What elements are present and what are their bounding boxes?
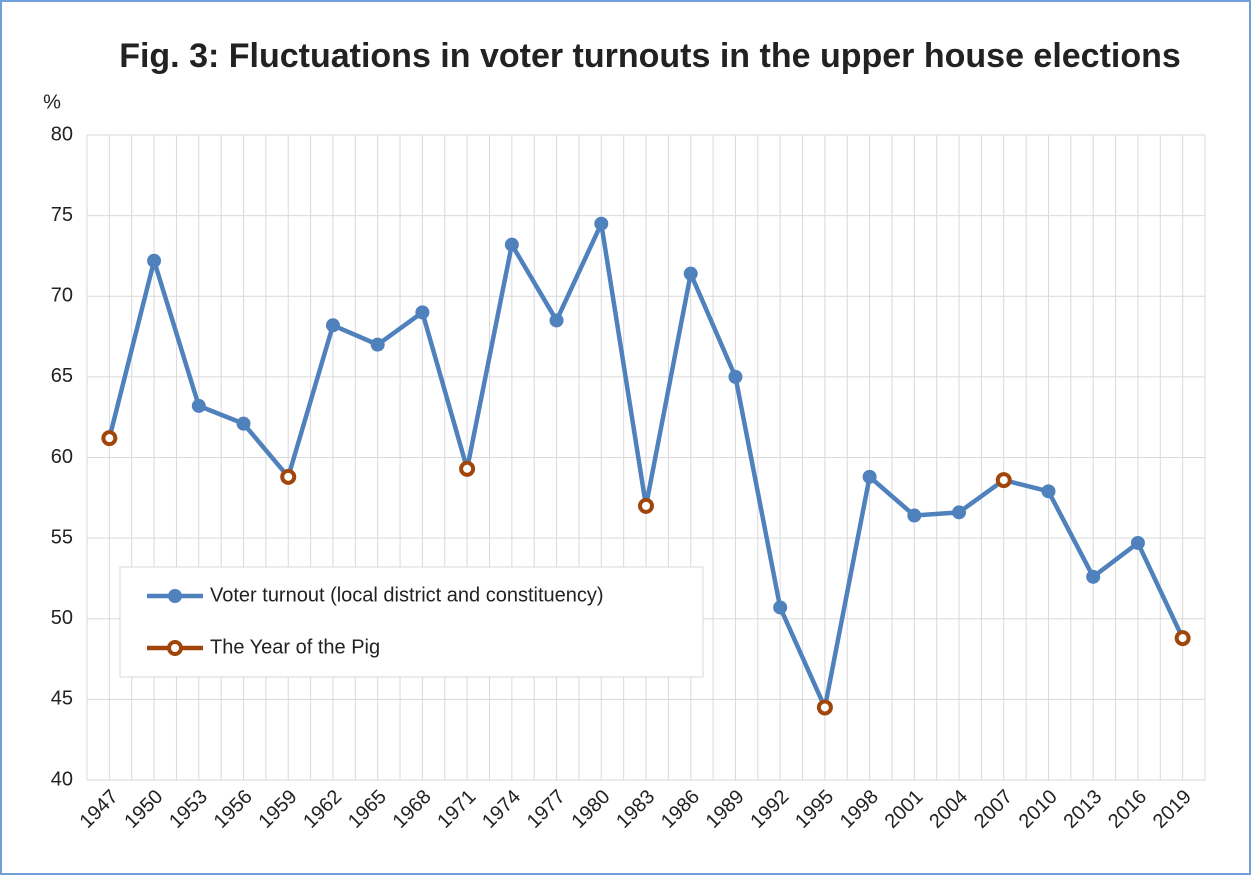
point bbox=[728, 369, 743, 384]
point bbox=[325, 318, 340, 333]
y-tick-label: 60 bbox=[51, 446, 73, 468]
legend-marker bbox=[168, 589, 182, 603]
pig-point bbox=[1174, 630, 1191, 647]
y-tick-label: 50 bbox=[51, 607, 73, 629]
pig-point bbox=[280, 468, 297, 485]
y-tick-label: 70 bbox=[51, 285, 73, 307]
pig-point bbox=[638, 497, 654, 514]
point bbox=[594, 216, 609, 231]
point bbox=[549, 313, 564, 328]
point bbox=[907, 508, 922, 523]
pig-point bbox=[459, 460, 476, 477]
legend-label: Voter turnout (local district and consti… bbox=[210, 584, 604, 606]
point bbox=[1086, 569, 1101, 584]
y-tick-label: 45 bbox=[51, 688, 73, 710]
legend-box bbox=[119, 566, 704, 678]
point bbox=[236, 416, 251, 431]
point bbox=[683, 266, 698, 281]
legend-marker bbox=[167, 640, 183, 656]
point bbox=[370, 337, 385, 352]
point bbox=[147, 253, 162, 268]
y-tick-label: 80 bbox=[51, 123, 73, 145]
point bbox=[415, 305, 430, 320]
point bbox=[1130, 535, 1145, 550]
y-tick-label: 40 bbox=[51, 768, 73, 790]
y-tick-label: 55 bbox=[51, 526, 73, 548]
legend-label: The Year of the Pig bbox=[210, 636, 380, 658]
y-unit: % bbox=[43, 91, 61, 113]
point bbox=[1041, 484, 1056, 499]
chart-title: Fig. 3: Fluctuations in voter turnouts i… bbox=[119, 37, 1181, 75]
point bbox=[773, 600, 788, 615]
pig-point bbox=[995, 472, 1012, 489]
point bbox=[862, 469, 877, 484]
point bbox=[504, 237, 519, 252]
pig-point bbox=[816, 699, 833, 716]
point bbox=[191, 398, 206, 413]
y-tick-label: 75 bbox=[51, 204, 73, 226]
pig-point bbox=[101, 430, 118, 447]
y-tick-label: 65 bbox=[51, 365, 73, 387]
point bbox=[952, 505, 967, 520]
